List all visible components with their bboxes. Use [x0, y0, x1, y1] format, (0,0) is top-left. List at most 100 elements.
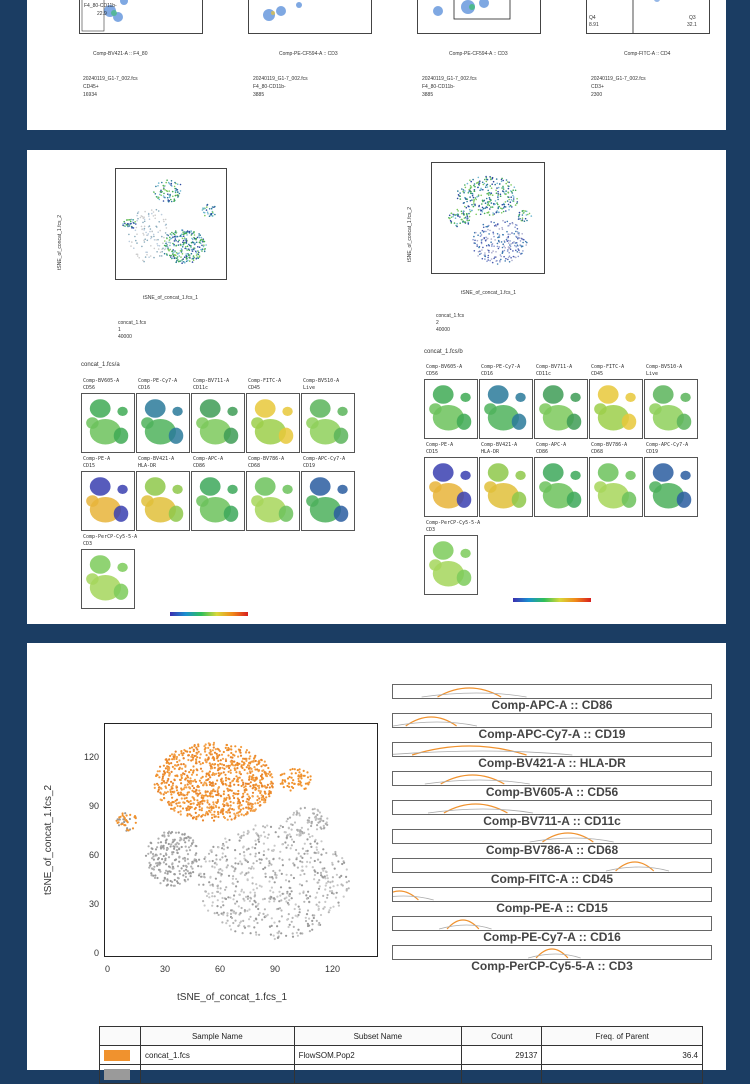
tile-marker-label: CD16: [138, 385, 151, 391]
event-count: 3885: [253, 92, 265, 98]
sample-number: 1: [118, 327, 121, 333]
marker-tsne-tile: [424, 457, 478, 517]
x-axis-label: Comp-PE-CF594-A :: CD3: [279, 51, 338, 57]
y-tick-label: 60: [88, 850, 99, 860]
tile-channel-label: Comp-BV605-A: [83, 378, 120, 384]
middle-panel: tSNE_of_concat_1.fcs_2 tSNE_of_concat_1.…: [27, 150, 726, 624]
grid-title: concat_1.fcs/b: [424, 349, 463, 355]
column-header: Sample Name: [140, 1026, 295, 1046]
y-axis-label: tSNE_of_concat_1.fcs_2: [407, 206, 413, 262]
tile-scatter: [306, 477, 349, 523]
histogram-track: [392, 829, 712, 844]
file-name: 20240119_G1-7_002.fcs: [83, 76, 138, 82]
tile-scatter: [649, 385, 692, 431]
tile-scatter: [429, 541, 472, 587]
grid-title: concat_1.fcs/a: [81, 362, 120, 368]
tile-channel-label: Comp-FITC-A: [591, 364, 625, 370]
histogram-label: Comp-PE-Cy7-A :: CD16: [483, 930, 621, 944]
histogram-track: [392, 800, 712, 815]
x-tick-label: 60: [215, 964, 226, 974]
marker-tsne-tile: [644, 379, 698, 439]
tile-channel-label: Comp-APC-A: [193, 456, 224, 462]
marker-tsne-tile: [534, 457, 588, 517]
scatter-plot-cd3-gated: [417, 0, 541, 34]
histogram-label: Comp-BV711-A :: CD11c: [483, 814, 621, 828]
tile-channel-label: Comp-APC-Cy7-A: [646, 442, 689, 448]
marker-tsne-tile: [479, 457, 533, 517]
marker-tsne-tile: [301, 471, 355, 531]
x-tick-label: 30: [160, 964, 171, 974]
tile-channel-label: Comp-FITC-A: [248, 378, 282, 384]
file-name: concat_1.fcs: [118, 320, 147, 326]
event-count: 40000: [118, 334, 132, 340]
q3-label: Q3: [689, 15, 696, 21]
tile-scatter: [86, 477, 129, 523]
tile-channel-label: Comp-BV421-A: [481, 442, 518, 448]
tile-scatter: [649, 463, 692, 509]
marker-tsne-tile: [534, 379, 588, 439]
x-axis-label: tSNE_of_concat_1.fcs_1: [143, 295, 199, 301]
tile-scatter: [306, 399, 349, 445]
histogram-curve: [529, 832, 614, 843]
density-dots: [81, 0, 128, 32]
population: F4_80-CD11b-: [422, 84, 455, 90]
tile-channel-label: Comp-BV510-A: [303, 378, 340, 384]
tsne-plot-right: [431, 162, 545, 274]
marker-tsne-tile: [246, 393, 300, 453]
tile-channel-label: Comp-PerCP-Cy5-5-A: [426, 520, 481, 526]
histogram-track: [383, 742, 712, 757]
table-row: [99, 1064, 703, 1084]
population-table: Sample Name Subset Name Count Freq. of P…: [99, 1026, 703, 1084]
x-tick-label: 0: [105, 964, 111, 974]
tile-marker-label: CD11c: [193, 385, 209, 391]
histogram-label: Comp-APC-A :: CD86: [491, 698, 613, 712]
marker-tsne-tile: [424, 535, 478, 595]
tsne-overlay-plot: [104, 723, 378, 957]
color-swatch: [104, 1068, 130, 1080]
marker-tsne-tile: [424, 379, 478, 439]
column-header: Subset Name: [293, 1026, 463, 1046]
subset-name-cell: FlowSOM.Pop2: [293, 1045, 463, 1065]
marker-tsne-tile: [81, 393, 135, 453]
tile-channel-label: Comp-BV786-A: [591, 442, 628, 448]
scatter-plot-cd3: [248, 0, 372, 34]
histogram-label: Comp-BV605-A :: CD56: [485, 785, 619, 799]
histogram-label: Comp-BV421-A :: HLA-DR: [478, 756, 626, 770]
marker-tsne-tile: [191, 393, 245, 453]
marker-tsne-tile: [589, 379, 643, 439]
histogram-label: Comp-PE-A :: CD15: [496, 901, 608, 915]
density-dots: [263, 2, 302, 21]
tile-marker-label: CD45: [248, 385, 261, 391]
tile-scatter: [86, 555, 129, 601]
tile-channel-label: Comp-BV510-A: [646, 364, 683, 370]
histogram-track: [392, 771, 712, 786]
histogram-label: Comp-APC-Cy7-A :: CD19: [478, 727, 626, 741]
marker-tsne-tile: [136, 393, 190, 453]
marker-tsne-tile: [81, 549, 135, 609]
histogram-curve: [439, 919, 492, 930]
table-header-row: Sample Name Subset Name Count Freq. of P…: [99, 1026, 703, 1046]
bottom-panel: tSNE_of_concat_1.fcs_2 tSNE_of_concat_1.…: [27, 643, 726, 1084]
tile-channel-label: Comp-BV786-A: [248, 456, 285, 462]
tile-marker-label: CD56: [83, 385, 96, 391]
quadrant-lines: [632, 0, 660, 33]
tile-marker-label: Live: [646, 371, 659, 377]
tsne-plot-left: [115, 168, 227, 280]
tile-scatter: [141, 399, 184, 445]
tile-marker-label: CD3: [83, 541, 93, 547]
histogram-curve: [383, 745, 573, 756]
color-swatch: [104, 1049, 130, 1061]
histogram-curve: [427, 803, 533, 814]
marker-tsne-tile: [136, 471, 190, 531]
tile-channel-label: Comp-PE-Cy7-A: [481, 364, 521, 370]
tile-scatter: [251, 399, 294, 445]
tile-scatter: [86, 399, 129, 445]
tile-marker-label: CD86: [536, 449, 549, 455]
tile-scatter: [539, 463, 582, 509]
tile-marker-label: HLA-DR: [481, 449, 500, 455]
event-count: 40000: [436, 327, 450, 333]
population: CD3+: [591, 84, 604, 90]
tile-channel-label: Comp-APC-Cy7-A: [303, 456, 346, 462]
histogram-track: [392, 684, 712, 699]
file-name: 20240119_G1-7_002.fcs: [422, 76, 477, 82]
